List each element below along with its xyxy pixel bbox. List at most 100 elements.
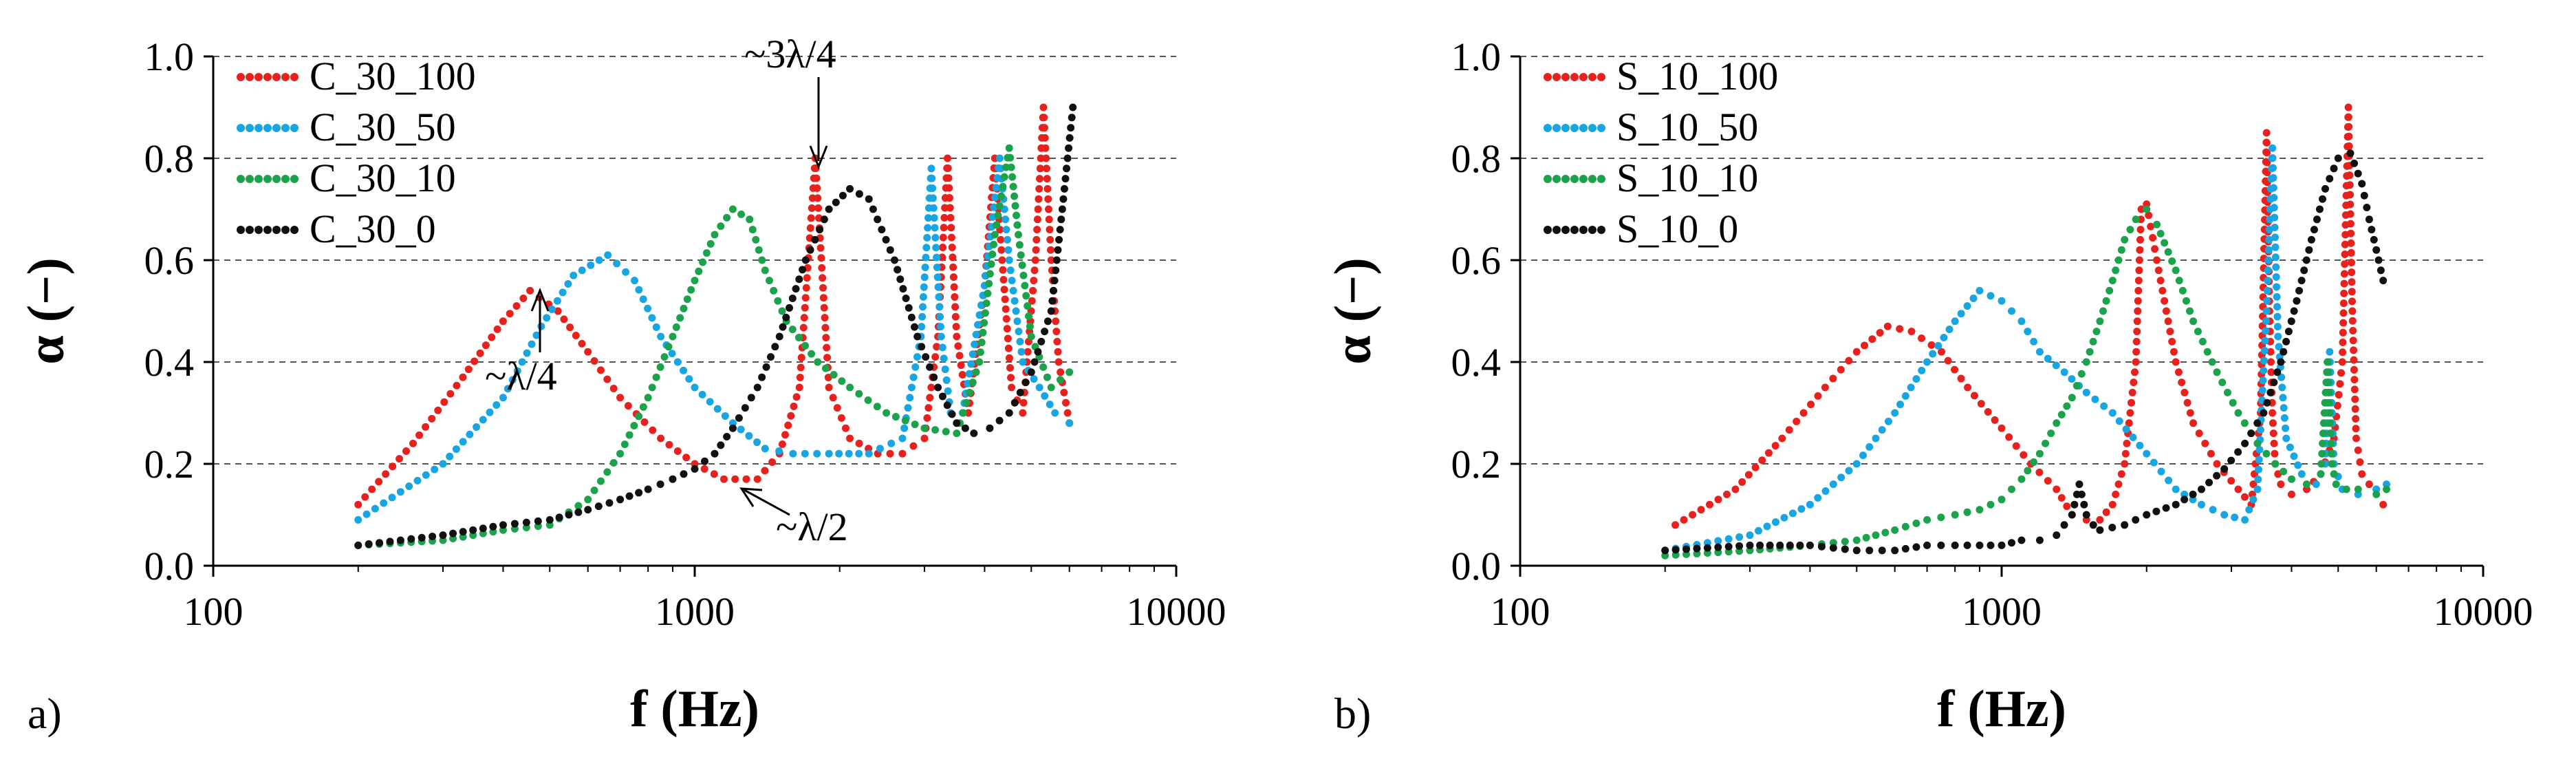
data-point: [1821, 383, 1829, 392]
legend-label: S_10_10: [1616, 156, 1758, 200]
data-point: [2035, 449, 2044, 458]
series-dot: [635, 489, 643, 497]
series-dot: [812, 174, 821, 182]
legend-swatch: [1552, 73, 1561, 81]
series-dot: [936, 312, 944, 321]
series-dot: [2147, 222, 2155, 231]
series-dot: [522, 518, 530, 526]
series-dot: [1017, 251, 1025, 259]
series-dot: [920, 273, 929, 281]
series-dot: [648, 314, 656, 322]
series-dot: [951, 303, 960, 311]
data-point: [2220, 465, 2229, 473]
panel-label-b: b): [1334, 689, 1371, 738]
series-dot: [1063, 409, 1072, 417]
series-dot: [672, 323, 680, 331]
series-dot: [1901, 544, 1909, 553]
series-dot: [1065, 144, 1073, 152]
series-dot: [1045, 215, 1053, 224]
data-point: [2121, 460, 2129, 468]
series-dot: [2115, 417, 2123, 425]
series-dot: [1754, 526, 1762, 535]
x-tick-label: 100: [184, 589, 243, 634]
series-dot: [993, 221, 1001, 229]
series-dot: [823, 354, 832, 362]
series-dot: [402, 447, 411, 455]
data-point: [1998, 496, 2006, 504]
series-dot: [699, 258, 707, 266]
data-point: [1951, 511, 1959, 519]
legend-item: S_10_10: [1544, 156, 1758, 200]
series-dot: [595, 256, 603, 264]
series-dot: [1035, 184, 1043, 193]
series-dot: [555, 513, 563, 522]
series-dot: [1007, 163, 1015, 171]
series-dot: [887, 439, 896, 447]
series-dot: [519, 295, 528, 302]
series-dot: [1002, 163, 1010, 171]
data-point: [2143, 511, 2151, 519]
legend-item: S_10_50: [1544, 105, 1758, 149]
series-dot: [1929, 350, 1937, 358]
series-dot: [574, 508, 583, 516]
series-dot: [1039, 363, 1048, 371]
data-point: [898, 449, 907, 458]
series-dot: [2164, 248, 2172, 256]
series-dot: [911, 363, 920, 371]
series-dot: [977, 339, 986, 347]
series-dot: [361, 493, 369, 501]
series-dot: [1047, 246, 1055, 254]
series-dot: [1046, 401, 1054, 409]
series-dot: [2117, 470, 2125, 478]
series-dot: [2209, 506, 2217, 514]
series-dot: [1987, 500, 1995, 509]
data-point: [2338, 358, 2346, 366]
legend-label: S_10_50: [1616, 105, 1758, 149]
legend-swatch: [1570, 124, 1579, 132]
series-dot: [560, 315, 568, 323]
series-dot: [990, 203, 998, 211]
legend-swatch: [281, 73, 290, 81]
series-dot: [1987, 541, 1995, 549]
series-dot: [2186, 409, 2194, 417]
data-point: [1907, 328, 1916, 336]
series-dot: [855, 449, 863, 458]
series-dot: [2134, 286, 2143, 295]
series-dot: [2341, 250, 2349, 258]
series-dot: [2134, 277, 2143, 285]
series-dot: [2047, 429, 2055, 438]
series-dot: [1817, 542, 1826, 551]
series-dot: [995, 202, 1004, 210]
series-dot: [799, 323, 808, 332]
series-dot: [2266, 348, 2275, 356]
series-dot: [446, 390, 455, 398]
data-point: [1035, 383, 1043, 392]
series-dot: [946, 204, 954, 212]
y-tick-label: 0.0: [1451, 544, 1502, 588]
series-dot: [876, 445, 884, 453]
legend-swatch: [1570, 175, 1579, 183]
series-dot: [1024, 302, 1032, 310]
data-point: [728, 205, 737, 213]
series-dot: [790, 402, 798, 410]
data-point: [2332, 480, 2340, 489]
series-dot: [2057, 493, 2066, 502]
data-point: [570, 271, 578, 279]
series-dot: [2007, 307, 2015, 315]
data-point: [2269, 144, 2277, 152]
series-dot: [565, 511, 573, 519]
series-dot: [2270, 379, 2278, 387]
series-dot: [1934, 341, 1942, 350]
data-point: [2017, 536, 2026, 544]
series-dot: [2284, 328, 2293, 336]
series-dot: [930, 214, 938, 222]
series-dot: [1033, 215, 1041, 224]
series-dot: [2348, 288, 2356, 296]
series-dot: [886, 246, 894, 254]
series-dot: [820, 215, 828, 224]
series-dot: [968, 350, 977, 359]
series-dot: [2269, 429, 2277, 438]
series-dot: [2345, 132, 2353, 140]
series-dot: [909, 373, 918, 381]
series-dot: [1009, 182, 1017, 191]
